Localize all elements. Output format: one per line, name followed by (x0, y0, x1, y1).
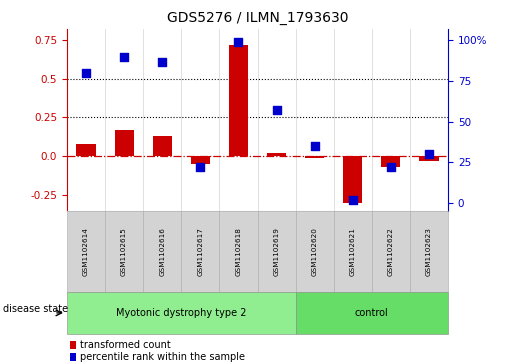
Bar (191, 156, 210, 164)
Point (82, 70, 90, 76)
Point (387, 164, 395, 170)
Point (120, 54, 128, 60)
Text: GSM1102616: GSM1102616 (159, 227, 165, 276)
Bar (382, 156, 401, 167)
Text: GSM1102618: GSM1102618 (235, 227, 242, 276)
Point (234, 39, 243, 45)
Text: GSM1102622: GSM1102622 (388, 227, 394, 276)
Point (311, 143, 319, 149)
Text: GSM1102614: GSM1102614 (83, 227, 89, 276)
Title: GDS5276 / ILMN_1793630: GDS5276 / ILMN_1793630 (167, 11, 348, 25)
Text: control: control (355, 308, 389, 318)
Bar (419, 156, 439, 161)
Bar (153, 136, 172, 156)
Text: percentile rank within the sample: percentile rank within the sample (80, 352, 245, 362)
Text: GSM1102617: GSM1102617 (197, 227, 203, 276)
Text: GSM1102619: GSM1102619 (273, 227, 280, 276)
Text: GSM1102620: GSM1102620 (312, 227, 318, 276)
Text: GSM1102615: GSM1102615 (121, 227, 127, 276)
Point (349, 197, 357, 203)
Point (196, 164, 204, 170)
Bar (267, 153, 286, 156)
Bar (229, 45, 248, 156)
Point (425, 151, 433, 157)
Bar (114, 130, 134, 156)
Text: Myotonic dystrophy type 2: Myotonic dystrophy type 2 (116, 308, 247, 318)
Bar (305, 156, 324, 158)
Bar (76, 144, 96, 156)
Text: transformed count: transformed count (80, 340, 170, 350)
Point (272, 107, 281, 113)
Point (158, 59, 166, 65)
Text: GSM1102623: GSM1102623 (426, 227, 432, 276)
Text: disease state: disease state (3, 305, 67, 314)
Bar (344, 156, 363, 203)
Text: GSM1102621: GSM1102621 (350, 227, 356, 276)
